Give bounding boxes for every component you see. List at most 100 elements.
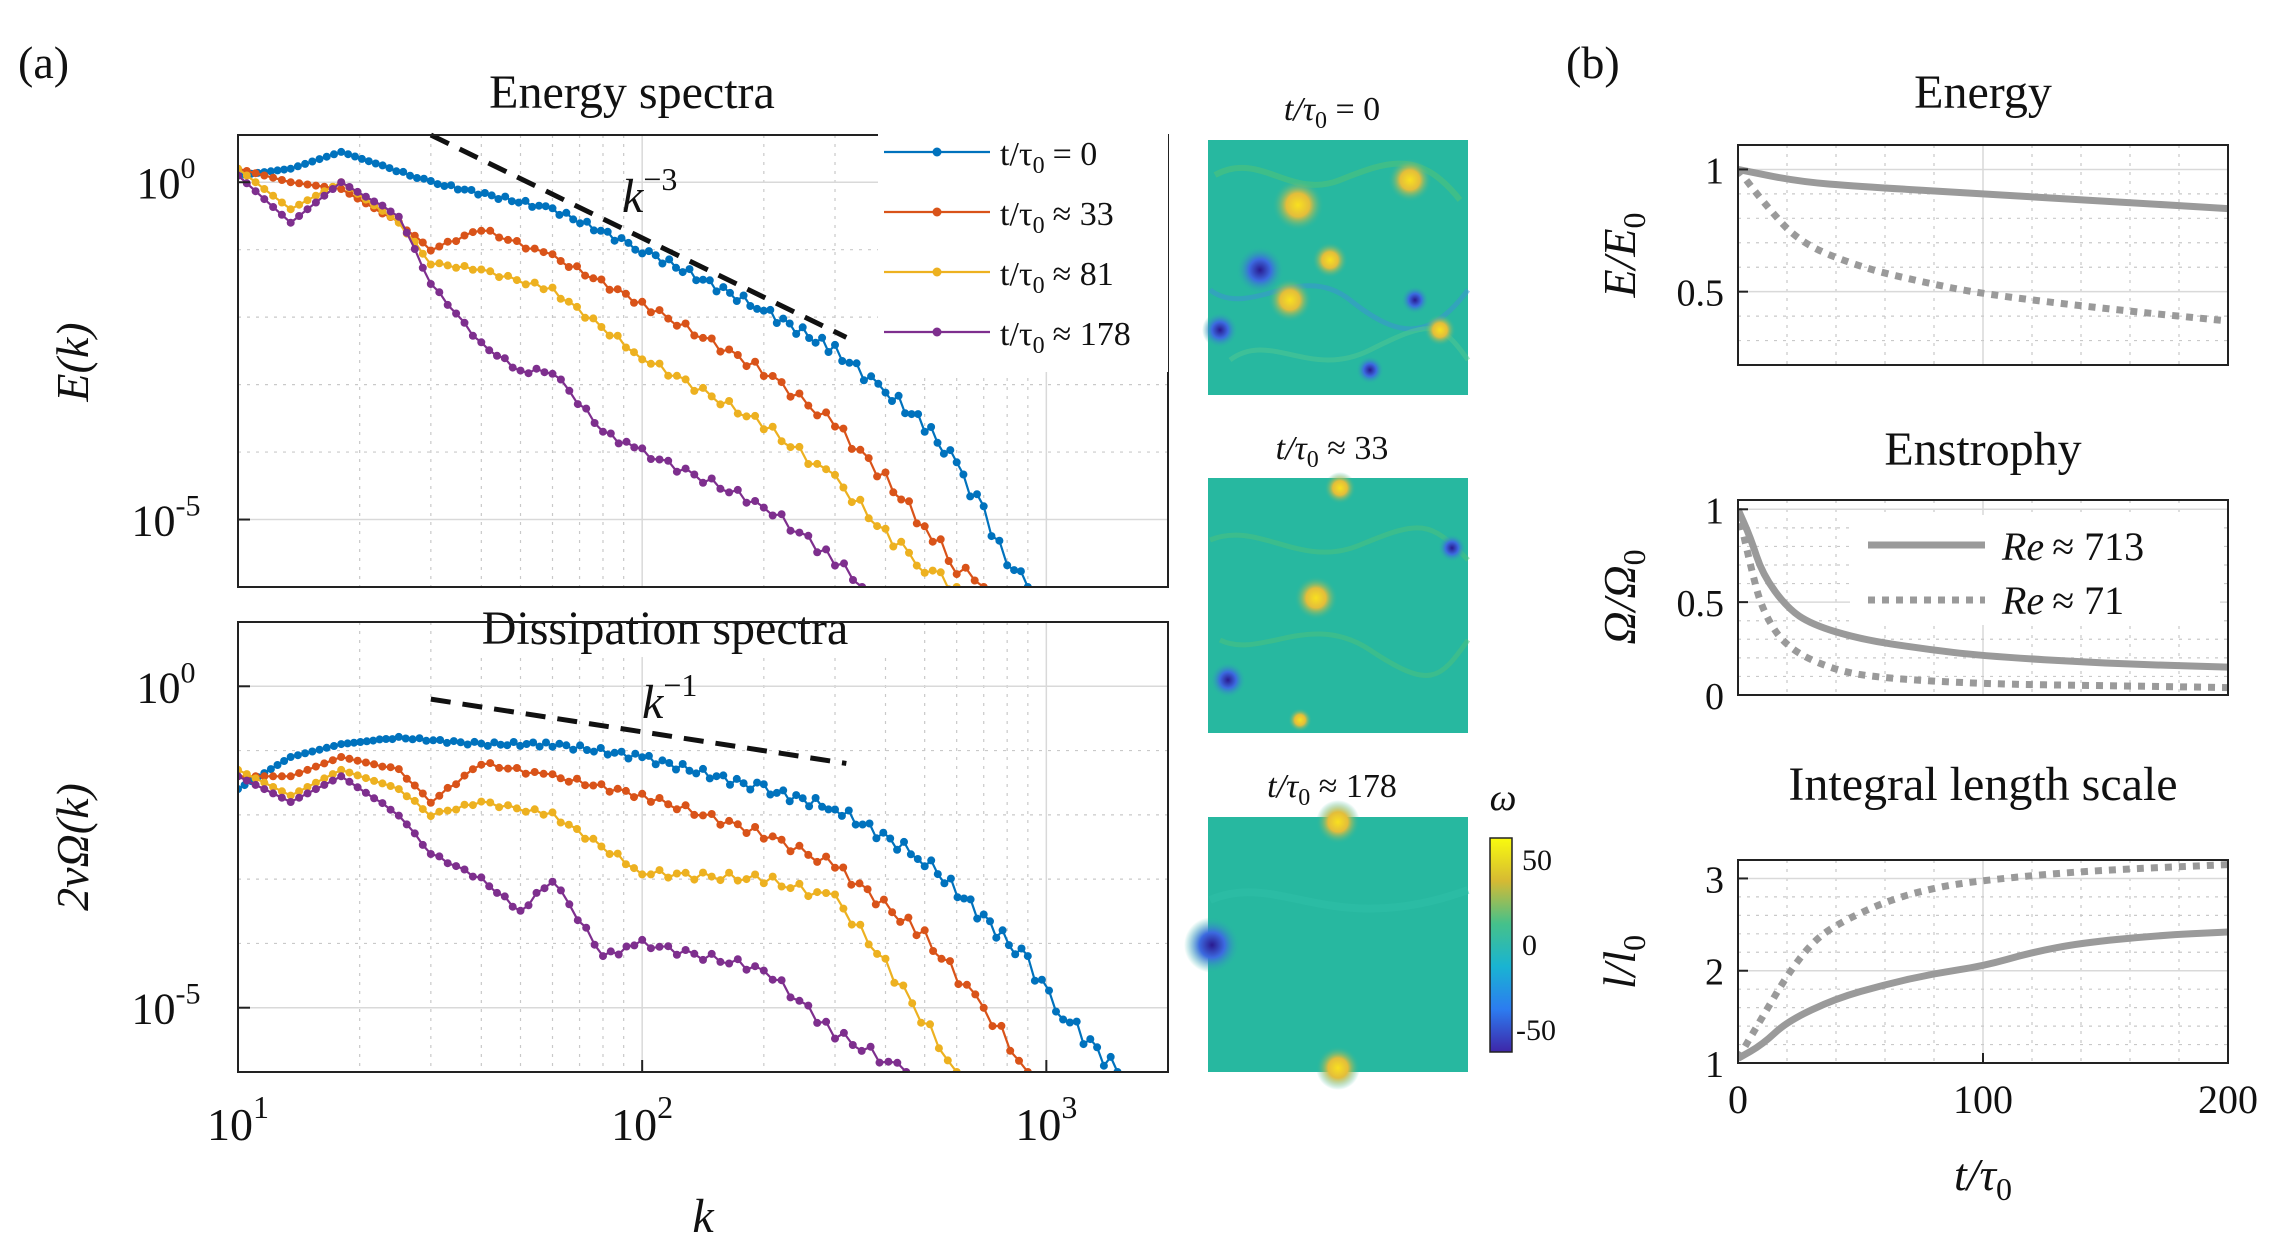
series-point bbox=[638, 789, 647, 798]
series-point bbox=[353, 783, 362, 792]
series-point bbox=[960, 894, 968, 903]
series-point bbox=[873, 472, 882, 481]
series-point bbox=[242, 171, 251, 180]
series-point bbox=[751, 823, 760, 831]
series-point bbox=[998, 926, 1007, 935]
series-point bbox=[269, 789, 278, 798]
series-point bbox=[822, 889, 831, 897]
series-point bbox=[443, 783, 452, 792]
series-point bbox=[759, 372, 768, 380]
dissipation-spectra-yticks: 100 10-5 bbox=[132, 656, 250, 1034]
series-point bbox=[874, 379, 883, 388]
series-point bbox=[655, 866, 664, 875]
series-point bbox=[303, 789, 312, 798]
series-point bbox=[658, 259, 667, 268]
series-point bbox=[530, 768, 539, 776]
series-point bbox=[330, 150, 338, 159]
series-point bbox=[912, 931, 921, 940]
series-point bbox=[320, 191, 329, 200]
series-point bbox=[1065, 1018, 1074, 1027]
series-point bbox=[893, 1058, 902, 1067]
series-point bbox=[888, 908, 897, 917]
series-point bbox=[719, 283, 728, 292]
series-point bbox=[418, 789, 427, 798]
series-point bbox=[599, 952, 607, 961]
series-point bbox=[556, 375, 565, 384]
series-point bbox=[798, 323, 807, 332]
series-point bbox=[503, 741, 512, 750]
series-point bbox=[410, 829, 419, 838]
series-point bbox=[759, 834, 768, 843]
integral-length-xticks: 0 100 200 bbox=[1728, 1053, 2258, 1122]
series-point bbox=[295, 793, 304, 802]
series-point bbox=[610, 748, 619, 757]
series-point bbox=[786, 526, 795, 535]
series-point bbox=[851, 820, 860, 829]
series-point bbox=[699, 333, 707, 342]
series-point bbox=[435, 242, 444, 251]
series-point bbox=[260, 185, 269, 193]
series-point bbox=[824, 805, 833, 814]
legend-entries: t/τ0 = 0 t/τ0 ≈ 33 t/τ0 ≈ 81 t/τ0 ≈ 178 bbox=[884, 136, 1131, 359]
series-point bbox=[548, 250, 557, 259]
series-point bbox=[512, 276, 521, 285]
series-point bbox=[622, 942, 631, 951]
series-point bbox=[831, 470, 839, 479]
series-point bbox=[739, 291, 748, 300]
panel-label-b: (b) bbox=[1566, 37, 1620, 88]
series-point bbox=[251, 187, 260, 196]
series-point bbox=[516, 906, 525, 915]
series-point bbox=[426, 812, 435, 821]
series-point bbox=[477, 739, 486, 748]
series-point bbox=[655, 306, 664, 315]
series-point bbox=[460, 231, 469, 240]
series-point bbox=[685, 265, 694, 274]
series-point bbox=[402, 820, 411, 829]
series-point bbox=[496, 740, 505, 749]
series-point bbox=[293, 751, 302, 760]
series-point bbox=[1052, 1007, 1060, 1016]
y-tick-label: 100 bbox=[137, 152, 196, 208]
series-point bbox=[493, 351, 501, 360]
series-point bbox=[751, 497, 760, 505]
y-tick-label: 0.5 bbox=[1677, 583, 1725, 625]
series-point bbox=[726, 780, 734, 789]
series-point bbox=[881, 388, 890, 397]
series-point bbox=[804, 850, 813, 859]
series-point bbox=[603, 750, 612, 759]
series-point bbox=[742, 829, 751, 837]
series-point bbox=[583, 746, 591, 754]
series-point bbox=[345, 189, 354, 198]
series-point bbox=[369, 736, 378, 745]
series-point bbox=[361, 758, 370, 767]
series-point bbox=[328, 756, 337, 765]
legend-label-3: t/τ0 ≈ 178 bbox=[1000, 316, 1131, 359]
series-point bbox=[1016, 567, 1025, 576]
series-point bbox=[844, 806, 853, 815]
series-point bbox=[638, 249, 647, 258]
series-point bbox=[638, 444, 647, 453]
series-point bbox=[733, 955, 742, 964]
series-point bbox=[1045, 986, 1053, 995]
series-point bbox=[966, 895, 975, 904]
series-point bbox=[589, 274, 598, 283]
series-point bbox=[678, 760, 687, 768]
series-point bbox=[1099, 1061, 1108, 1070]
series-point bbox=[468, 265, 477, 274]
vorticity-snapshots: t/τ0 = 0 t/τ0 ≈ 33 t/τ0 bbox=[1184, 91, 1556, 1090]
series-point bbox=[419, 174, 428, 183]
series-point bbox=[988, 1022, 997, 1031]
series-point bbox=[589, 226, 598, 235]
series-point bbox=[443, 738, 451, 747]
series-point bbox=[610, 236, 619, 245]
series-point bbox=[997, 1021, 1006, 1030]
series-point bbox=[277, 793, 286, 802]
series-point bbox=[320, 774, 329, 783]
series-point bbox=[320, 780, 329, 789]
series-point bbox=[413, 174, 421, 182]
snapshot-label-2: t/τ0 ≈ 178 bbox=[1267, 768, 1397, 811]
series-line-2 bbox=[238, 768, 958, 1072]
series-point bbox=[946, 446, 955, 455]
series-point bbox=[905, 497, 913, 506]
series-point bbox=[864, 454, 873, 463]
